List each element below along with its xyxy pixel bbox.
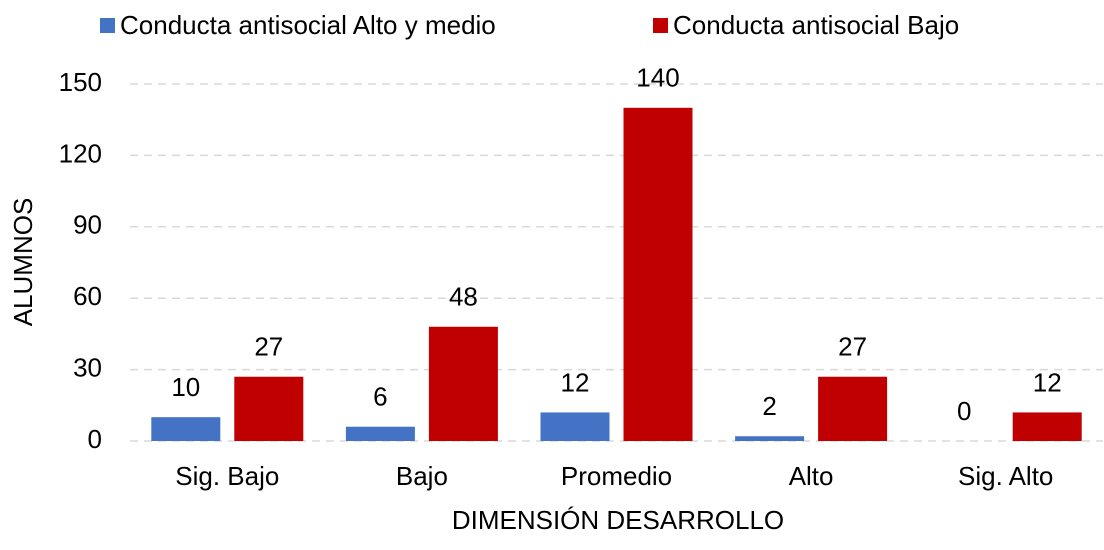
data-label: 12: [1033, 367, 1062, 397]
data-label: 27: [838, 332, 867, 362]
y-tick-label: 150: [59, 67, 102, 97]
data-label: 2: [762, 391, 776, 421]
bar: [818, 376, 888, 441]
data-label: 10: [171, 372, 200, 402]
y-tick-label: 60: [73, 281, 102, 311]
x-tick-label: Bajo: [396, 461, 448, 491]
data-label: 27: [254, 332, 283, 362]
data-label: 12: [561, 367, 590, 397]
bar: [428, 326, 498, 441]
x-axis-title: DIMENSIÓN DESARROLLO: [452, 505, 784, 535]
legend-swatch: [100, 18, 115, 33]
x-tick-label: Sig. Alto: [958, 461, 1053, 491]
data-label: 0: [957, 396, 971, 426]
bar: [345, 426, 415, 441]
y-tick-label: 120: [59, 138, 102, 168]
legend-label: Conducta antisocial Bajo: [673, 10, 959, 40]
legend-label: Conducta antisocial Alto y medio: [120, 10, 496, 40]
x-tick-label: Promedio: [561, 461, 672, 491]
y-tick-label: 30: [73, 352, 102, 382]
y-axis-title: ALUMNOS: [8, 198, 38, 327]
bar: [1012, 412, 1082, 441]
data-label: 140: [636, 63, 679, 93]
bar: [540, 412, 610, 441]
x-tick-label: Sig. Bajo: [175, 461, 279, 491]
y-tick-label: 0: [88, 424, 102, 454]
y-tick-label: 90: [73, 210, 102, 240]
x-tick-label: Alto: [789, 461, 834, 491]
legend-swatch: [653, 18, 668, 33]
bar: [735, 436, 805, 441]
data-label: 48: [449, 282, 478, 312]
data-label: 6: [373, 382, 387, 412]
bar: [234, 376, 304, 441]
bar: [151, 417, 221, 441]
bar: [623, 107, 693, 442]
